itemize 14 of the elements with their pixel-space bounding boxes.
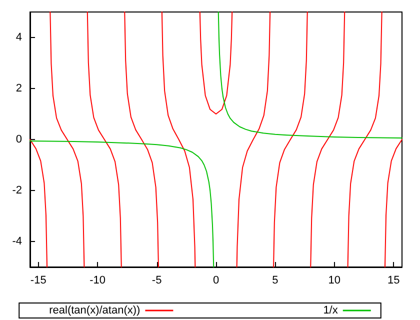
x-tick-label: -10 [90, 274, 106, 286]
x-tick-label: 0 [212, 274, 220, 286]
x-tick-label: 10 [328, 274, 341, 286]
y-tick-label: -2 [12, 184, 22, 196]
x-tick-label: 15 [387, 274, 400, 286]
y-tick-label: -4 [12, 236, 22, 248]
y-tick-label: 2 [16, 82, 22, 94]
y-tick-label: 0 [16, 134, 22, 146]
x-tick-label: -5 [152, 274, 162, 286]
x-tick-label: -15 [30, 274, 46, 286]
y-tick-label: 4 [16, 32, 22, 44]
x-tick-label: 5 [272, 274, 278, 286]
legend-label: 1/x [323, 304, 338, 316]
legend-label: real(tan(x)/atan(x)) [49, 304, 140, 316]
